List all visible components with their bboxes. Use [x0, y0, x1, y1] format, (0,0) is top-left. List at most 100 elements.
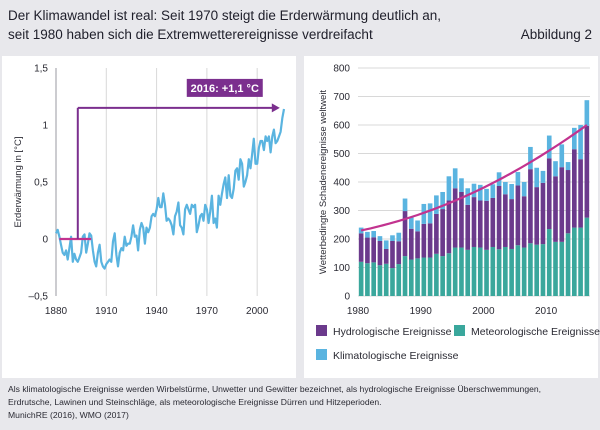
- x-tick-label: 1970: [196, 306, 219, 317]
- bar-segment: [521, 247, 527, 296]
- bar-segment: [534, 187, 540, 245]
- y-tick-label: 300: [333, 206, 350, 217]
- y-tick-label: 0,5: [34, 178, 48, 189]
- bar-segment: [565, 233, 571, 296]
- bar-segment: [584, 125, 590, 218]
- bar-segment: [421, 223, 427, 258]
- bar-segment: [371, 262, 376, 296]
- source-note: MunichRE (2016), WMO (2017): [8, 410, 129, 420]
- y-tick-label: 0: [42, 235, 48, 246]
- temperature-panel: 1880 1910 1940 1970 2000 –0,5 0 0,5 1 1,5 Erderwär…: [2, 56, 296, 378]
- bar-segment: [471, 246, 477, 296]
- y-tick-label: 100: [333, 263, 350, 274]
- bar-segment: [515, 172, 521, 186]
- figure-label: Abbildung 2: [520, 27, 592, 42]
- bar-segment: [390, 241, 395, 269]
- bar-segment: [408, 228, 414, 260]
- title-line-2: seit 1980 haben sich die Extremwetterere…: [8, 27, 373, 42]
- bar-segment: [509, 248, 514, 296]
- bar-segment: [503, 182, 508, 195]
- footer-note: Als klimatologische Ereignisse werden Wi…: [8, 383, 596, 422]
- bar-segment: [496, 185, 502, 250]
- bar-segment: [546, 135, 552, 159]
- bar-segment: [503, 194, 508, 247]
- bar-segment: [415, 258, 420, 296]
- bar-segment: [408, 259, 414, 296]
- events-chart: 0 100 200 300 400 500 600 700 800 1980 1990 2000 201…: [316, 64, 600, 362]
- bar-segment: [528, 243, 533, 296]
- bar-segment: [465, 188, 471, 205]
- bar-segment: [553, 241, 558, 296]
- bar-segment: [452, 168, 458, 189]
- bar-segment: [484, 188, 489, 201]
- bar-segment: [546, 158, 552, 230]
- bar-segment: [528, 169, 533, 244]
- bar-segment: [402, 211, 408, 257]
- bar-segment: [440, 191, 445, 210]
- bar-segment: [572, 227, 577, 296]
- y-tick-label: 1,5: [34, 64, 48, 75]
- bar-segment: [477, 200, 483, 248]
- legend-swatch: [316, 349, 327, 360]
- x-tick-label: 1980: [347, 306, 370, 317]
- bar-segment: [377, 265, 383, 296]
- bar-segment: [477, 247, 483, 296]
- bar-segment: [584, 100, 590, 126]
- footer-line-2: Erdrutsche, Lawinen und Steinschläge, al…: [8, 397, 382, 407]
- title-line-1: Der Klimawandel ist real: Seit 1970 stei…: [8, 8, 441, 23]
- bar-segment: [377, 236, 383, 241]
- bar-segment: [546, 229, 552, 296]
- bar-segment: [578, 125, 583, 160]
- bar-segment: [490, 246, 496, 296]
- bar-segment: [509, 199, 514, 249]
- bar-segment: [459, 191, 464, 248]
- bar-segment: [559, 167, 565, 242]
- bar-segment: [377, 241, 383, 266]
- header: Der Klimawandel ist real: Seit 1970 stei…: [8, 6, 592, 48]
- bar-segment: [528, 146, 533, 170]
- bar-segment: [572, 127, 577, 150]
- footer-line-1: Als klimatologische Ereignisse werden Wi…: [8, 384, 542, 394]
- bar-segment: [440, 256, 445, 296]
- bar-segment: [371, 231, 376, 238]
- bar-segment: [509, 183, 514, 200]
- bar-segment: [365, 237, 370, 264]
- bar-segment: [402, 256, 408, 296]
- bar-segment: [521, 182, 527, 197]
- bar-segment: [427, 257, 433, 296]
- bar-segment: [358, 233, 364, 262]
- bar-segment: [534, 244, 540, 296]
- legend-label: Hydrologische Ereignisse: [333, 326, 452, 338]
- bar-segment: [396, 232, 402, 242]
- y-axis-title: Erderwärmung in [°C]: [13, 137, 24, 228]
- bar-segment: [452, 188, 458, 248]
- bar-segment: [415, 220, 420, 232]
- bar-segment: [358, 261, 364, 296]
- bar-segment: [459, 178, 464, 192]
- bar-segment: [465, 204, 471, 250]
- bar-segment: [503, 246, 508, 296]
- bar-segment: [402, 198, 408, 212]
- bar-segment: [540, 244, 546, 296]
- bar-segment: [540, 170, 546, 183]
- y-tick-label: –0,5: [29, 292, 49, 303]
- bar-segment: [565, 170, 571, 234]
- y-tick-label: 400: [333, 178, 350, 189]
- x-tick-label: 1990: [410, 306, 433, 317]
- bar-segment: [434, 253, 439, 296]
- bar-segment: [365, 231, 370, 238]
- bar-segment: [515, 245, 521, 296]
- bar-segment: [446, 200, 452, 254]
- bar-segment: [390, 268, 395, 296]
- bar-segment: [559, 241, 565, 296]
- bar-segment: [421, 257, 427, 296]
- bar-segment: [452, 247, 458, 296]
- bar-segment: [446, 176, 452, 201]
- x-tick-label: 1940: [145, 306, 168, 317]
- legend-label: Klimatologische Ereignisse: [333, 350, 459, 362]
- bar-segment: [565, 162, 571, 171]
- x-tick-label: 1880: [45, 306, 68, 317]
- bar-segment: [434, 213, 439, 254]
- x-tick-label: 1910: [95, 306, 118, 317]
- y-tick-label: 500: [333, 149, 350, 160]
